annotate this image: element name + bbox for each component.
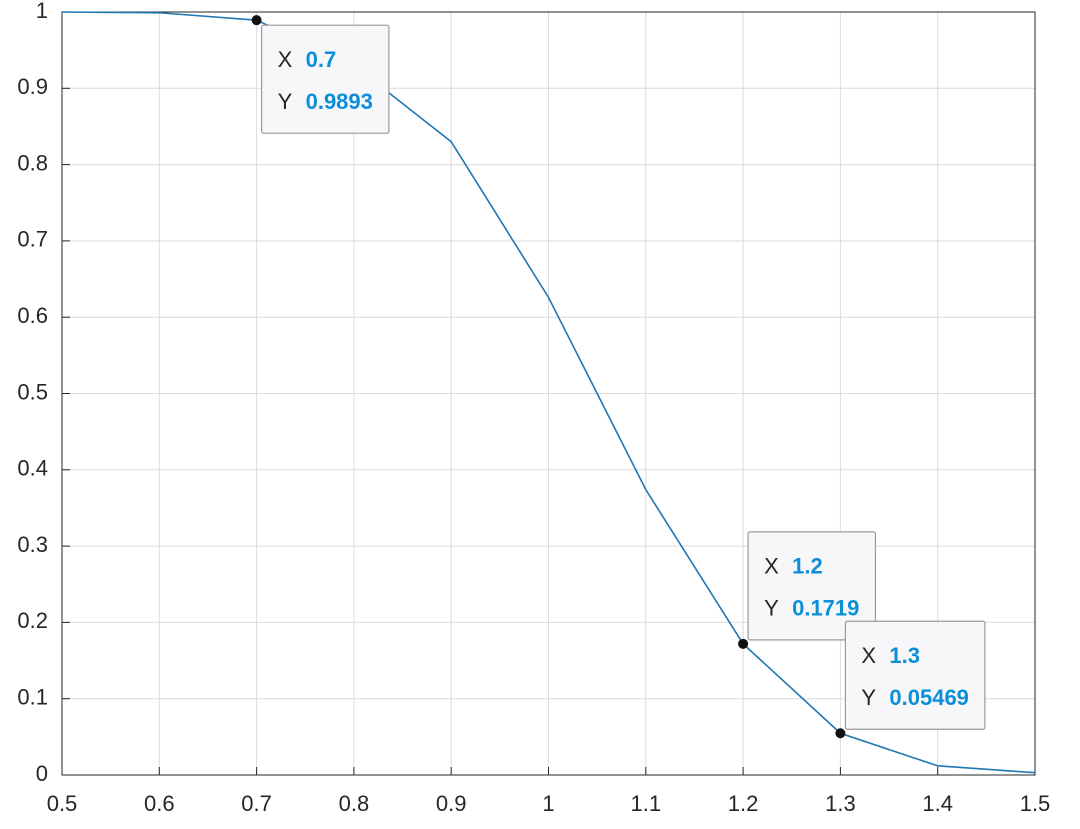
datatip-y-label: Y [278, 89, 293, 114]
datatip-x-value: 0.7 [306, 47, 337, 72]
y-tick-label: 0.6 [17, 303, 48, 328]
datatip-x-label: X [861, 643, 876, 668]
y-tick-label: 0.8 [17, 150, 48, 175]
x-tick-label: 1.5 [1020, 791, 1051, 816]
x-tick-label: 1.2 [728, 791, 759, 816]
datatip-y-value: 0.05469 [889, 685, 969, 710]
y-tick-label: 0.4 [17, 456, 48, 481]
x-tick-label: 0.8 [339, 791, 370, 816]
datatip-box [844, 620, 986, 730]
x-tick-label: 0.9 [436, 791, 467, 816]
datatip-y-value: 0.1719 [792, 596, 859, 621]
datatip-box [747, 531, 876, 641]
line [61, 11, 1036, 774]
y-tick-label: 0.9 [17, 74, 48, 99]
datatip-x-value: 1.3 [889, 643, 920, 668]
datatip-y-value: 0.9893 [306, 89, 373, 114]
x-tick-label: 0.5 [47, 791, 78, 816]
y-tick-label: 1 [36, 0, 48, 23]
axes-box [61, 11, 1036, 776]
y-tick-label: 0 [36, 761, 48, 786]
x-tick-label: 1.1 [631, 791, 662, 816]
x-tick-label: 1.3 [825, 791, 856, 816]
y-tick-label: 0.5 [17, 379, 48, 404]
datatip-x-label: X [764, 554, 779, 579]
datatip-x-label: X [278, 47, 293, 72]
datatip: X 1.2 Y 0.1719 [747, 531, 876, 641]
datatip: X 1.3 Y 0.05469 [844, 620, 986, 730]
y-tick-label: 0.7 [17, 227, 48, 252]
y-tick-label: 0.2 [17, 608, 48, 633]
x-tick-label: 0.6 [144, 791, 175, 816]
x-tick-label: 1 [542, 791, 554, 816]
datatip-marker [251, 15, 262, 26]
datatip-y-label: Y [764, 596, 779, 621]
x-tick-label: 1.4 [922, 791, 953, 816]
datatip: X 0.7 Y 0.9893 [261, 24, 390, 134]
datatip-box [261, 24, 390, 134]
datatip-marker [738, 638, 749, 649]
datatip-marker [835, 728, 846, 739]
y-tick-label: 0.3 [17, 532, 48, 557]
datatip-x-value: 1.2 [792, 554, 823, 579]
x-tick-label: 0.7 [241, 791, 272, 816]
datatip-y-label: Y [861, 685, 876, 710]
y-tick-label: 0.1 [17, 685, 48, 710]
